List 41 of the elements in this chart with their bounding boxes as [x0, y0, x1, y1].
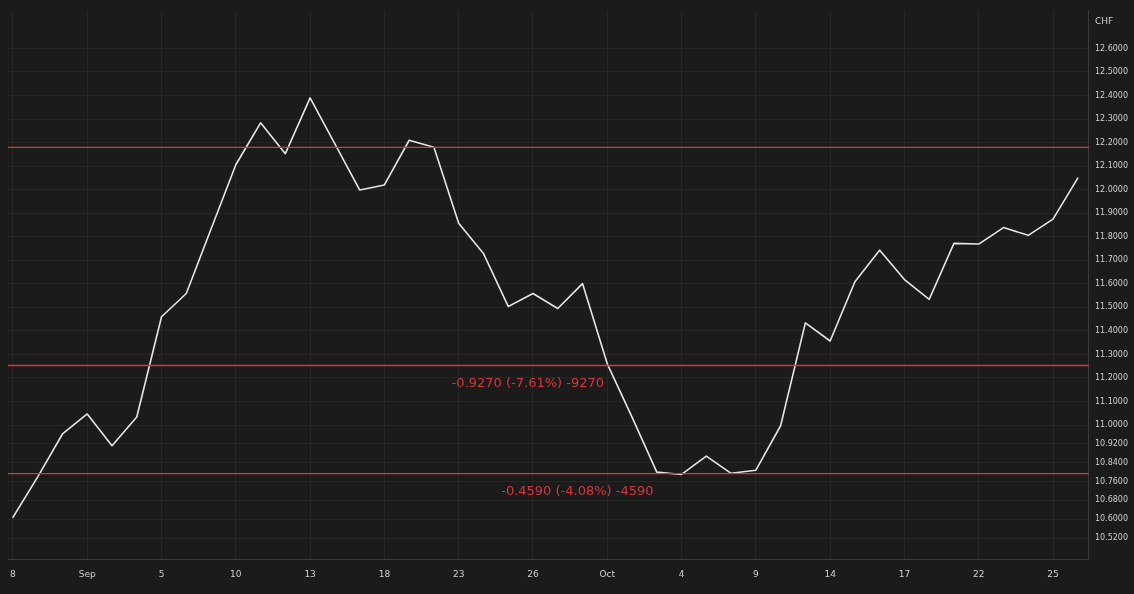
- y-tick-label: 12.3000: [1094, 114, 1129, 124]
- x-tick-label: 22: [972, 568, 985, 579]
- x-tick-label: 14: [824, 568, 837, 579]
- y-tick-label: 10.5200: [1094, 533, 1129, 543]
- y-tick-label: 12.1000: [1094, 161, 1129, 171]
- y-tick-label: 12.5000: [1094, 67, 1129, 77]
- x-tick-label: 8: [10, 568, 17, 579]
- y-tick-label: 11.2000: [1094, 373, 1129, 383]
- y-tick-label: 10.8400: [1094, 457, 1129, 467]
- y-tick-label: 11.5000: [1094, 302, 1129, 312]
- x-tick-label: 23: [452, 568, 465, 579]
- x-tick-label: 4: [678, 568, 685, 579]
- y-tick-label: 11.1000: [1094, 396, 1129, 406]
- y-tick-label: 12.0000: [1094, 184, 1129, 194]
- y-tick-label: 11.6000: [1094, 278, 1129, 288]
- x-tick-label: Sep: [78, 568, 97, 579]
- x-tick-label: 17: [898, 568, 911, 579]
- x-tick-label: 18: [378, 568, 391, 579]
- annotation: -0.9270 (-7.61%) -9270: [451, 375, 605, 391]
- y-tick-label: 11.7000: [1094, 255, 1129, 265]
- y-tick-label: 10.9200: [1094, 438, 1129, 448]
- x-tick-label: 5: [158, 568, 165, 579]
- y-tick-label: 12.2000: [1094, 137, 1129, 147]
- y-tick-label: 11.3000: [1094, 349, 1129, 359]
- y-tick-label: 10.6800: [1094, 495, 1129, 505]
- y-tick-label: 10.6000: [1094, 514, 1129, 524]
- x-tick-label: 25: [1047, 568, 1059, 579]
- y-tick-label: 11.8000: [1094, 231, 1129, 241]
- x-tick-label: 26: [527, 568, 539, 579]
- y-tick-label: 11.4000: [1094, 325, 1129, 335]
- x-tick-label: 10: [230, 568, 242, 579]
- y-tick-label: 12.6000: [1094, 43, 1129, 53]
- y-tick-label: 11.9000: [1094, 208, 1129, 218]
- y-tick-label: 10.7600: [1094, 476, 1129, 486]
- y-tick-label: 12.4000: [1094, 90, 1129, 100]
- annotation: -0.4590 (-4.08%) -4590: [501, 483, 654, 499]
- x-tick-label: 13: [304, 568, 316, 579]
- x-tick-label: 9: [752, 568, 759, 579]
- y-axis-title: CHF: [1094, 16, 1114, 27]
- x-tick-label: Oct: [599, 568, 616, 579]
- y-tick-label: 11.0000: [1094, 420, 1129, 430]
